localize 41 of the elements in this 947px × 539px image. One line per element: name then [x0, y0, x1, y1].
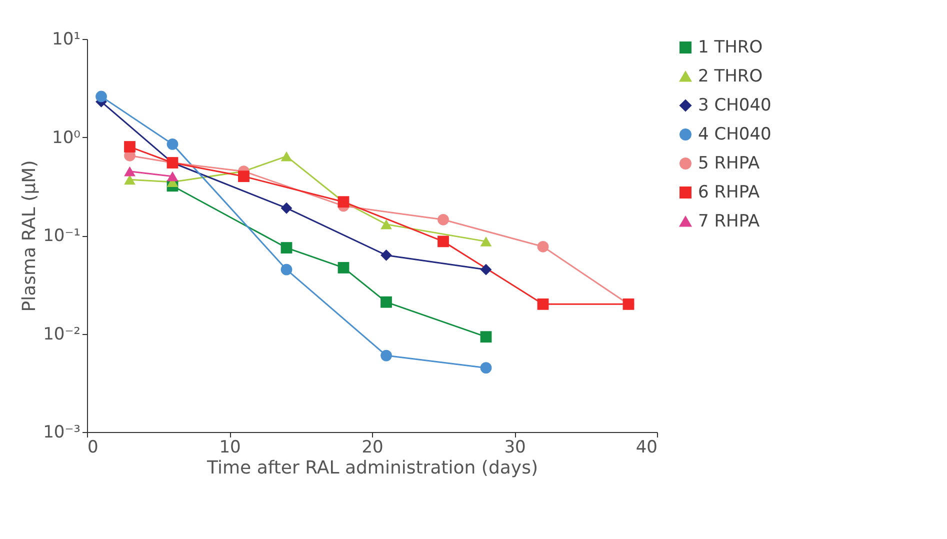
- y-tick-label: 10⁻²: [43, 324, 80, 344]
- point: [480, 362, 492, 374]
- point: [338, 262, 350, 274]
- legend-label: 5 RHPA: [698, 154, 760, 174]
- y-axis-title: Plasma RAL (µM): [19, 160, 40, 312]
- legend-label: 7 RHPA: [698, 212, 760, 232]
- point: [480, 264, 492, 276]
- point: [280, 151, 292, 162]
- point: [537, 240, 549, 252]
- legend-label: 6 RHPA: [698, 182, 760, 202]
- point: [280, 202, 292, 214]
- point: [380, 296, 392, 308]
- point: [537, 298, 549, 310]
- point: [280, 242, 292, 254]
- point: [238, 170, 250, 182]
- point: [380, 350, 392, 362]
- point: [480, 331, 492, 343]
- x-tick-label: 40: [636, 438, 658, 458]
- point: [124, 174, 136, 185]
- legend-label: 2 THRO: [698, 66, 763, 86]
- point: [280, 264, 292, 276]
- point: [438, 214, 449, 226]
- point: [124, 141, 136, 152]
- point: [438, 236, 449, 248]
- point: [380, 250, 392, 261]
- legend-label: 1 THRO: [698, 38, 763, 58]
- point: [96, 90, 107, 102]
- x-axis-title: Time after RAL administration (days): [206, 458, 538, 478]
- y-tick-label: 10¹: [52, 30, 80, 50]
- legend-label: 4 CH040: [698, 124, 772, 144]
- y-tick-label: 10⁻³: [43, 422, 80, 442]
- x-tick-label: 0: [88, 438, 98, 458]
- x-tick-label: 20: [362, 438, 384, 458]
- point: [480, 236, 492, 246]
- y-tick-label: 10⁰: [52, 128, 81, 148]
- point: [380, 219, 392, 230]
- x-tick-label: 10: [219, 438, 241, 458]
- point: [166, 138, 178, 150]
- legend-label: 3 CH040: [698, 96, 772, 116]
- y-tick-label: 10⁻¹: [43, 226, 80, 246]
- x-tick-label: 30: [504, 438, 526, 458]
